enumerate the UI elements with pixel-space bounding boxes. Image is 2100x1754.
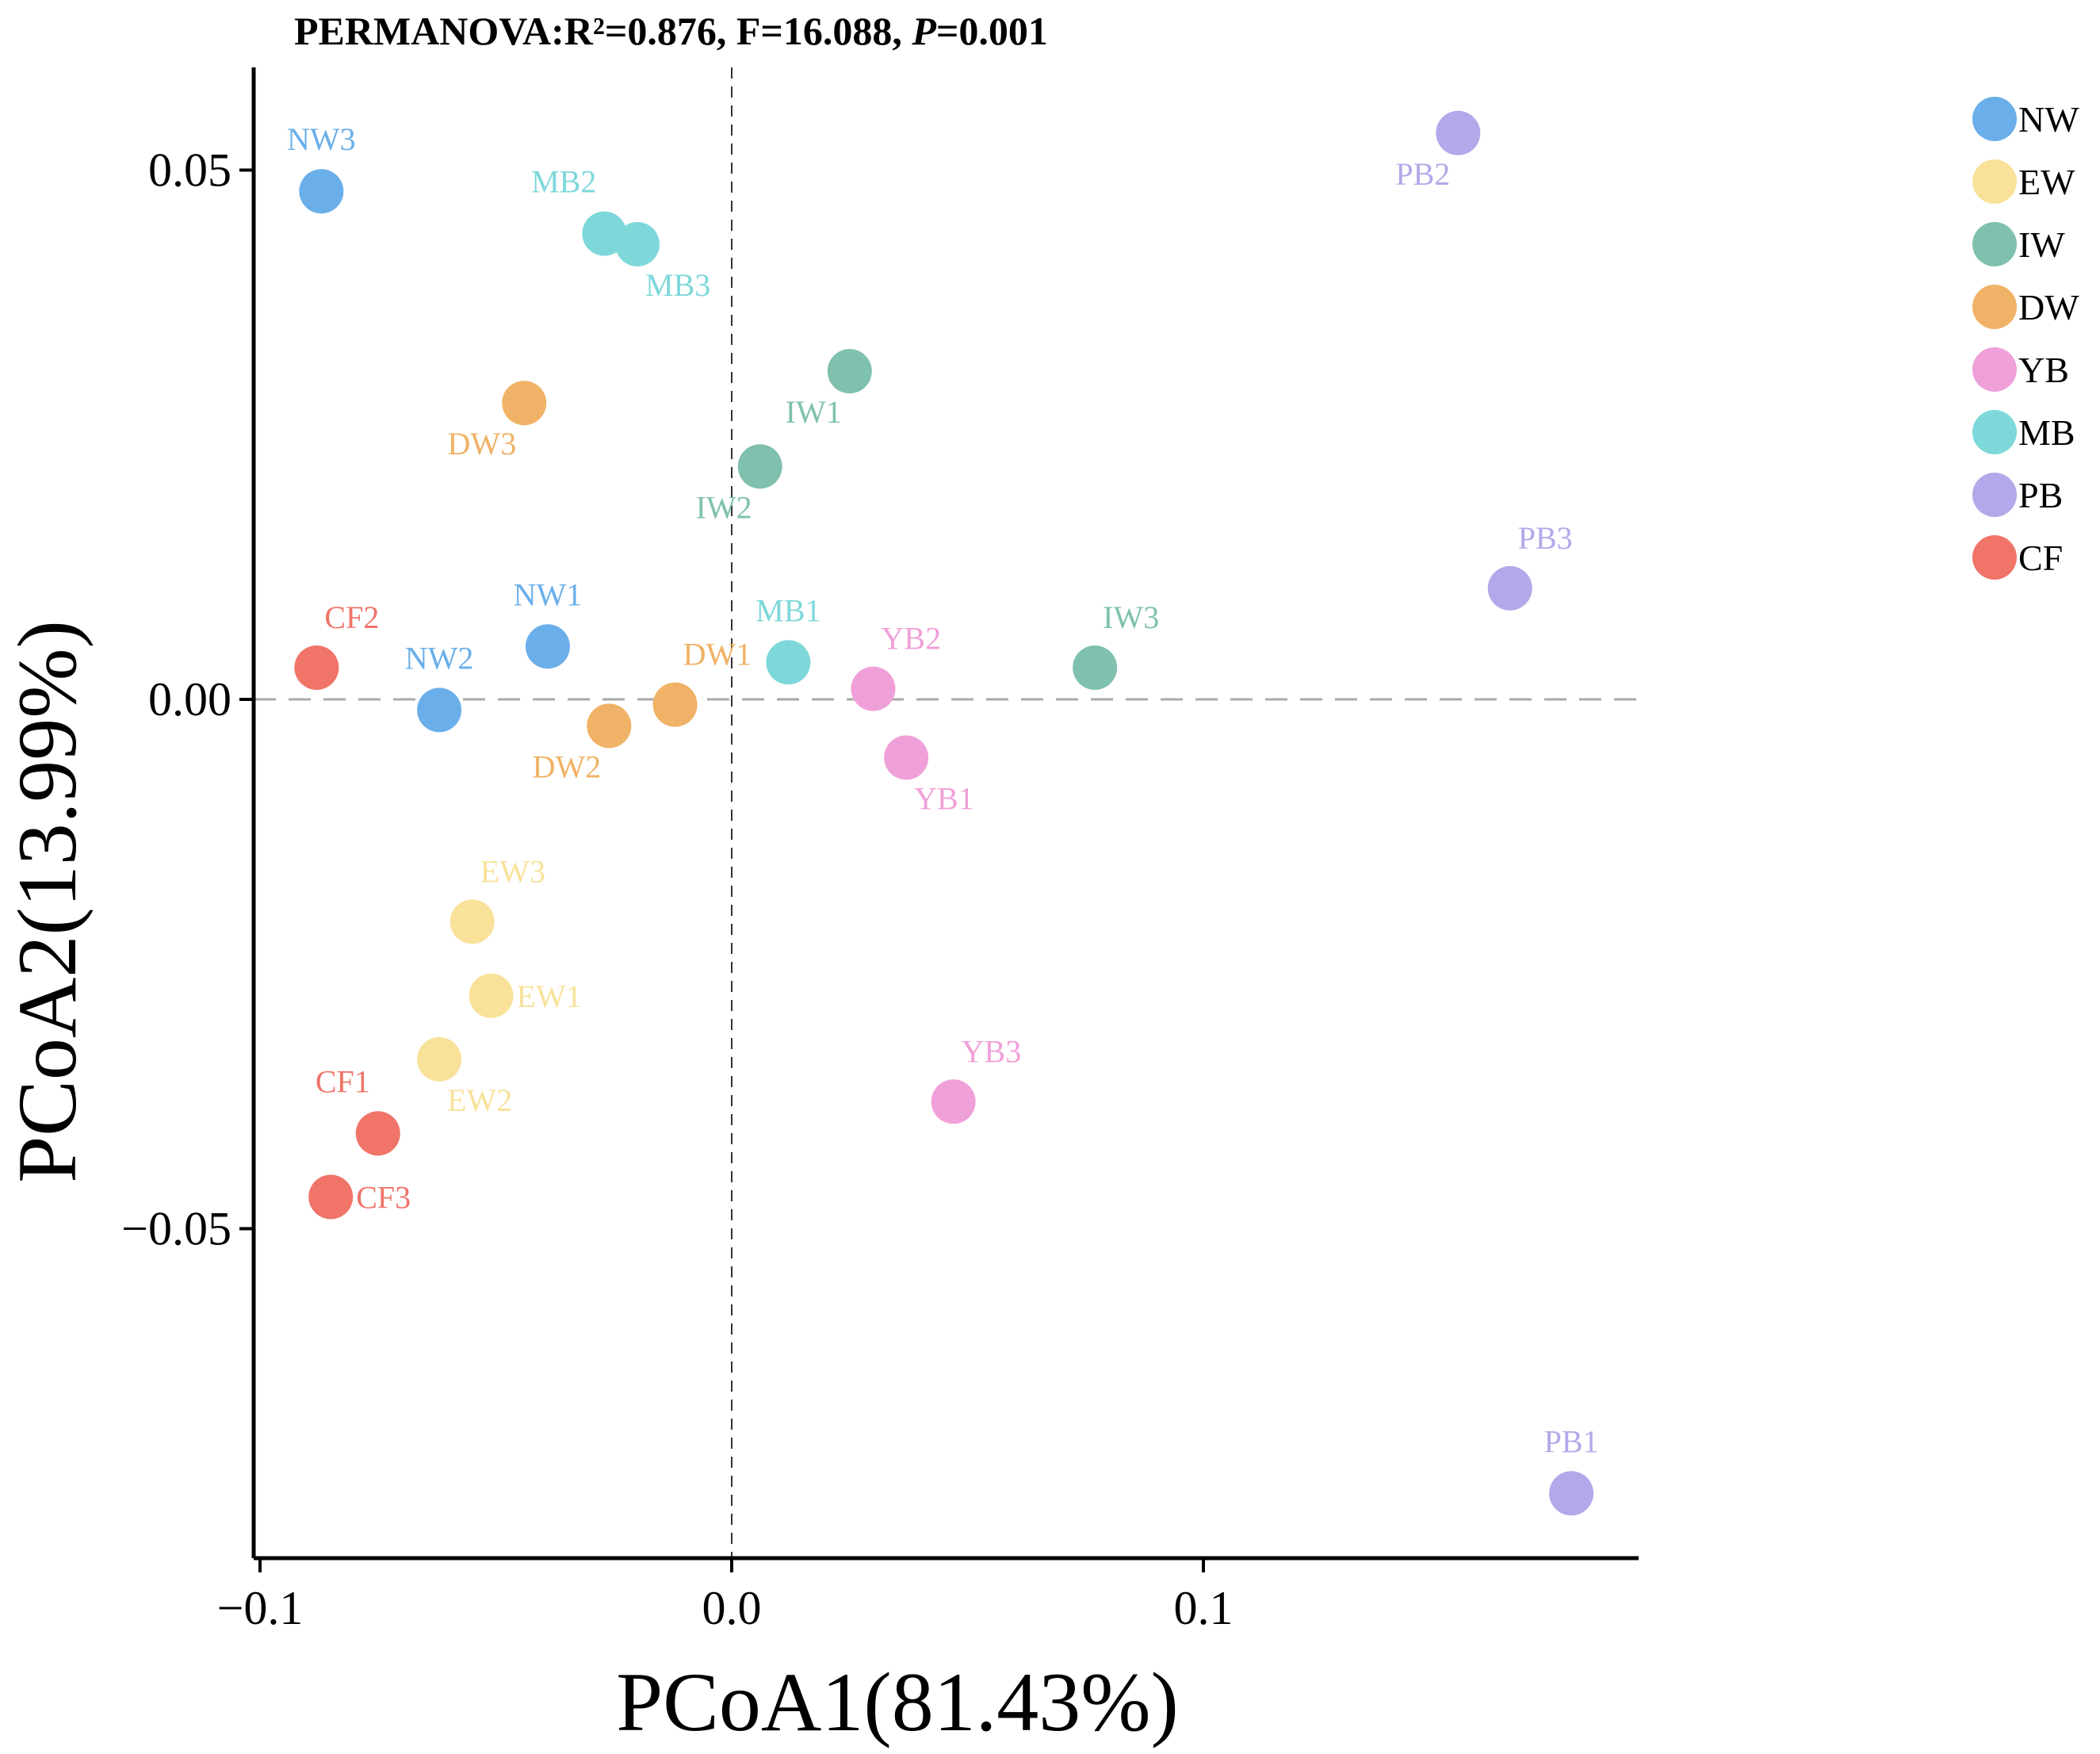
- legend-label-iw: IW: [2018, 224, 2065, 265]
- legend-label-dw: DW: [2018, 287, 2079, 327]
- point-dw3: [502, 381, 547, 426]
- legend-swatch-cf: [1972, 535, 2017, 580]
- reference-lines: [254, 67, 1639, 1558]
- chart-title-prefix: PERMANOVA:R²=0.876, F=16.088,: [294, 9, 912, 53]
- point-pb3: [1487, 565, 1532, 611]
- y-tick-label: 0.05: [148, 144, 231, 197]
- point-ew2: [417, 1036, 462, 1082]
- x-axis-title: PCoA1(81.43%): [616, 1656, 1179, 1748]
- point-label-yb3: YB3: [962, 1033, 1022, 1069]
- point-nw2: [417, 687, 462, 733]
- legend-swatch-nw: [1972, 97, 2017, 141]
- legend-label-yb: YB: [2018, 350, 2069, 390]
- legend-swatch-yb: [1972, 347, 2017, 392]
- point-label-dw2: DW2: [533, 749, 602, 784]
- point-label-yb1: YB1: [914, 780, 974, 816]
- point-dw2: [587, 703, 632, 749]
- point-label-nw3: NW3: [287, 121, 356, 157]
- point-yb1: [884, 735, 929, 780]
- point-iw1: [827, 349, 872, 394]
- chart-title: PERMANOVA:R²=0.876, F=16.088, P=0.001: [294, 9, 1048, 53]
- x-tick-label: 0.1: [1174, 1582, 1234, 1634]
- point-mb3: [615, 221, 660, 266]
- axes: [251, 67, 1639, 1561]
- point-label-iw2: IW2: [696, 489, 752, 525]
- point-label-pb1: PB1: [1544, 1423, 1599, 1459]
- legend-label-cf: CF: [2018, 538, 2063, 578]
- point-label-nw2: NW2: [405, 640, 474, 676]
- point-label-ew1: EW1: [517, 978, 582, 1014]
- point-label-dw1: DW1: [683, 637, 752, 672]
- x-tick-label: 0.0: [702, 1582, 762, 1634]
- point-label-pb2: PB2: [1395, 156, 1450, 192]
- point-label-mb1: MB1: [755, 592, 820, 628]
- point-label-iw3: IW3: [1103, 599, 1159, 635]
- data-points: [294, 110, 1594, 1516]
- point-dw1: [652, 682, 698, 727]
- point-ew3: [449, 899, 495, 944]
- point-pb2: [1436, 110, 1481, 155]
- legend-label-ew: EW: [2018, 162, 2075, 202]
- chart-title-p-italic: P: [911, 9, 936, 53]
- legend-swatch-ew: [1972, 159, 2017, 204]
- legend-swatch-mb: [1972, 410, 2017, 454]
- point-label-yb2: YB2: [882, 621, 942, 657]
- legend-label-pb: PB: [2018, 475, 2063, 515]
- chart-title-suffix: =0.001: [936, 9, 1048, 53]
- y-tick-label: −0.05: [121, 1203, 231, 1255]
- point-yb2: [851, 666, 896, 711]
- y-axis-ticks: 0.05 0.00 −0.05: [121, 144, 254, 1255]
- point-label-iw1: IW1: [786, 394, 842, 430]
- point-cf2: [294, 645, 339, 690]
- y-axis-title: PCoA2(13.99%): [1, 620, 94, 1183]
- x-tick-label: −0.1: [217, 1582, 304, 1634]
- point-labels: NW3 NW1 NW2 MB2 MB3 MB1 DW3 DW1 DW2 IW1 IW2 IW3 YB2 Y…: [287, 121, 1599, 1459]
- legend-label-mb: MB: [2018, 412, 2075, 453]
- point-nw3: [299, 169, 344, 214]
- point-cf1: [355, 1111, 400, 1156]
- point-label-ew3: EW3: [480, 853, 545, 889]
- point-label-mb2: MB2: [531, 164, 596, 200]
- point-label-ew2: EW2: [447, 1082, 512, 1118]
- point-mb1: [766, 640, 811, 685]
- legend-label-nw: NW: [2018, 99, 2079, 140]
- point-iw3: [1073, 645, 1118, 690]
- legend-swatch-pb: [1972, 473, 2017, 517]
- point-nw1: [525, 624, 570, 669]
- point-label-cf2: CF2: [324, 599, 379, 635]
- point-label-nw1: NW1: [514, 576, 583, 612]
- point-label-cf3: CF3: [356, 1179, 411, 1215]
- legend-swatch-iw: [1972, 222, 2017, 266]
- legend: NW EW IW DW YB MB PB CF: [1972, 97, 2079, 580]
- point-label-dw3: DW3: [448, 426, 517, 461]
- point-label-cf1: CF1: [316, 1063, 370, 1099]
- legend-swatch-dw: [1972, 285, 2017, 329]
- point-cf3: [308, 1174, 354, 1220]
- point-label-mb3: MB3: [645, 267, 710, 303]
- y-tick-label: 0.00: [148, 673, 231, 726]
- point-yb3: [931, 1079, 976, 1124]
- point-pb1: [1549, 1471, 1594, 1516]
- point-iw2: [737, 444, 782, 489]
- point-label-pb3: PB3: [1518, 520, 1573, 556]
- x-axis-ticks: −0.1 0.0 0.1: [217, 1558, 1234, 1634]
- point-ew1: [469, 973, 514, 1018]
